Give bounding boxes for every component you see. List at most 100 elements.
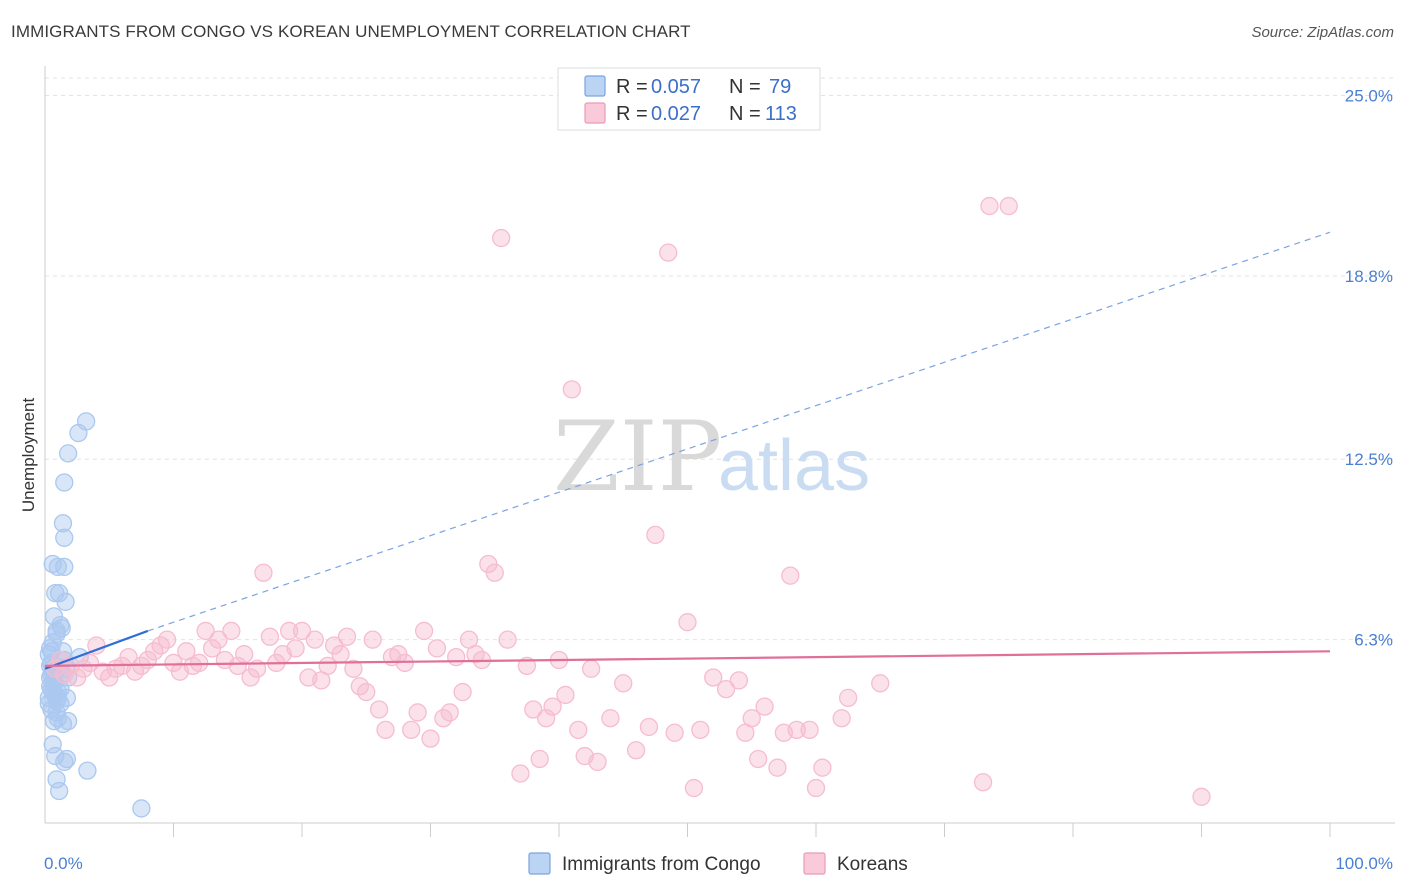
data-point <box>781 566 800 585</box>
data-point <box>421 729 440 748</box>
data-point <box>755 697 774 716</box>
data-point <box>704 668 723 687</box>
data-point <box>626 741 646 760</box>
data-point <box>427 639 447 658</box>
data-point <box>659 243 678 262</box>
data-point <box>980 196 999 216</box>
data-point <box>58 444 78 463</box>
x-tick-label-min: 0.0% <box>44 854 83 873</box>
data-point <box>344 659 363 678</box>
series-koreans <box>46 196 1211 806</box>
legend-swatch-koreans <box>584 102 606 124</box>
top-legend: R = 0.057 N = 79 R = 0.027 N = 113 <box>557 67 821 131</box>
data-point <box>157 630 177 649</box>
data-point <box>614 674 633 693</box>
data-point <box>209 630 228 649</box>
data-point <box>87 636 106 655</box>
y-tick-labels: 6.3% 12.5% 18.8% 25.0% <box>1345 86 1393 649</box>
data-point <box>357 682 376 702</box>
bottom-legend: Immigrants from Congo Koreans <box>528 852 908 875</box>
data-point <box>537 709 556 728</box>
data-point <box>43 554 62 574</box>
data-point <box>57 749 76 769</box>
data-point <box>678 613 697 632</box>
data-point <box>55 473 74 492</box>
data-point <box>492 228 511 248</box>
data-point <box>729 671 749 690</box>
grid-lines <box>45 77 1395 641</box>
data-point <box>742 709 761 728</box>
data-point <box>132 799 151 818</box>
data-point <box>331 645 350 664</box>
data-point <box>511 764 530 783</box>
legend-r-label-2: R = <box>616 103 648 125</box>
data-point <box>78 761 97 780</box>
data-point <box>47 621 66 641</box>
data-point <box>235 645 254 664</box>
data-point <box>260 627 280 646</box>
data-point <box>408 703 427 722</box>
data-point <box>768 758 787 777</box>
data-point <box>47 770 66 789</box>
data-point <box>43 735 62 754</box>
data-point <box>55 557 74 577</box>
data-point <box>56 592 75 611</box>
y-tick-label-2: 18.8% <box>1345 267 1393 286</box>
data-point <box>42 700 61 719</box>
trend-line-congo <box>44 629 149 670</box>
data-point <box>292 621 312 641</box>
data-point <box>646 525 665 545</box>
axes <box>44 66 1395 837</box>
y-axis-label: Unemployment <box>19 398 38 513</box>
data-point <box>196 621 215 641</box>
bottom-legend-swatch-congo <box>528 852 551 875</box>
data-point <box>49 781 69 801</box>
data-point <box>228 656 247 676</box>
data-point <box>286 639 305 658</box>
data-point <box>517 656 537 676</box>
chart-title: IMMIGRANTS FROM CONGO VS KOREAN UNEMPLOY… <box>11 22 691 41</box>
source-credit: Source: ZipAtlas.com <box>1251 24 1394 41</box>
data-point <box>684 778 704 798</box>
data-point <box>601 709 620 728</box>
data-point <box>691 720 710 740</box>
data-point <box>369 700 389 719</box>
data-point <box>524 700 543 719</box>
data-point <box>581 659 601 678</box>
legend-r-value-1: 0.057 <box>651 76 701 98</box>
data-point <box>76 412 96 431</box>
legend-n-value-1: 79 <box>769 76 791 98</box>
data-point <box>787 720 806 740</box>
data-point <box>588 752 607 772</box>
data-point <box>337 627 357 646</box>
data-point <box>639 717 659 737</box>
bottom-legend-swatch-koreans <box>803 852 826 875</box>
data-point <box>498 630 517 649</box>
data-point <box>363 630 382 649</box>
data-point <box>1192 787 1211 806</box>
data-point <box>973 773 993 792</box>
data-point <box>414 621 434 641</box>
watermark-atlas: atlas <box>718 426 870 506</box>
data-point <box>716 679 736 699</box>
data-point <box>376 720 395 740</box>
bottom-legend-label-koreans: Koreans <box>837 854 908 875</box>
trend-lines <box>44 231 1331 670</box>
data-point <box>800 720 819 740</box>
y-tick-label-0: 6.3% <box>1354 631 1393 650</box>
data-point <box>53 514 73 533</box>
data-point <box>999 196 1018 216</box>
x-tick-labels: 0.0% 100.0% <box>44 854 1393 873</box>
data-point <box>279 621 299 641</box>
data-point <box>55 752 74 772</box>
data-point <box>665 723 684 742</box>
data-point <box>222 621 241 641</box>
y-tick-label-1: 12.5% <box>1345 450 1393 469</box>
legend-r-label-1: R = <box>616 76 648 98</box>
data-point <box>47 691 66 710</box>
legend-r-value-2: 0.027 <box>651 103 701 125</box>
legend-swatch-congo <box>584 75 606 97</box>
data-point <box>46 746 65 766</box>
data-point <box>485 563 504 582</box>
